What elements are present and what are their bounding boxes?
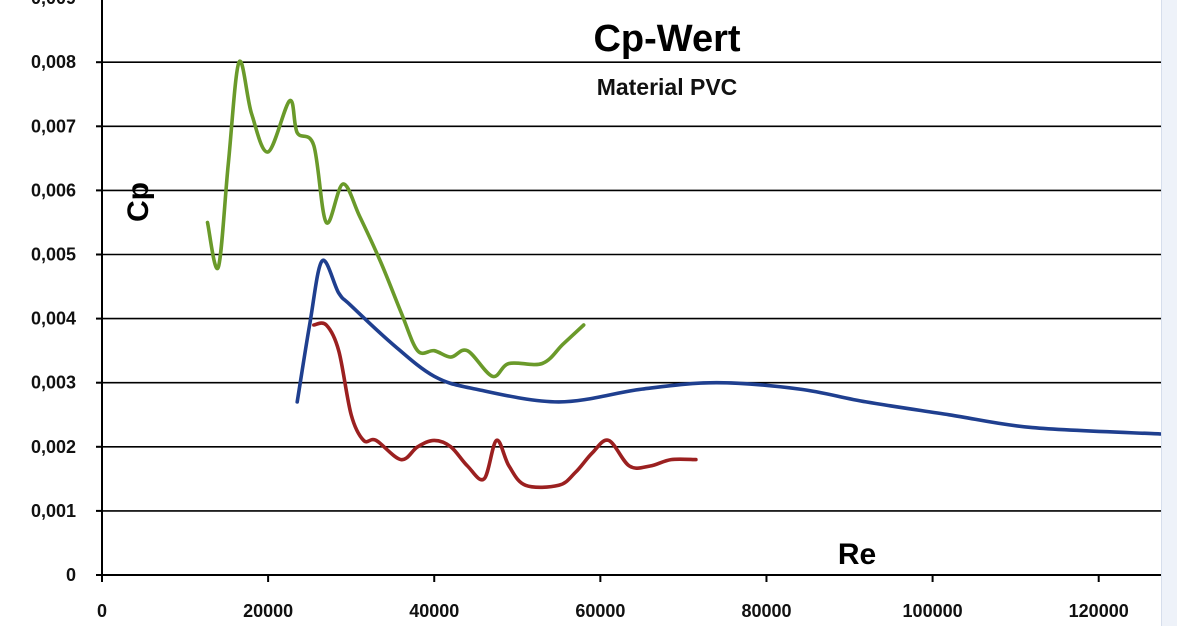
- y-tick-label: 0,001: [31, 501, 76, 521]
- y-tick-label: 0,006: [31, 180, 76, 200]
- x-tick-label: 40000: [409, 601, 459, 621]
- series-line-green: [205, 59, 586, 379]
- x-tick-label: 60000: [575, 601, 625, 621]
- y-tick-label: 0,002: [31, 437, 76, 457]
- x-tick-label: 100000: [903, 601, 963, 621]
- x-tick-label: 20000: [243, 601, 293, 621]
- tick-labels: 0 0,001 0,002 0,003 0,004 0,005 0,006 0,007 0,00…: [31, 0, 1129, 621]
- y-tick-label: 0,007: [31, 116, 76, 136]
- chart-title: Cp-Wert: [593, 18, 740, 60]
- x-tick-label: 120000: [1069, 601, 1129, 621]
- chart-subtitle: Material PVC: [597, 74, 738, 100]
- y-tick-label: 0,008: [31, 52, 76, 72]
- x-tick-label: 80000: [741, 601, 791, 621]
- y-axis-title: Cp: [122, 182, 155, 222]
- y-tick-label: 0,005: [31, 245, 76, 265]
- y-tick-label: 0,004: [31, 309, 76, 329]
- x-tick-label: 0: [97, 601, 107, 621]
- series-line-blue: [295, 258, 1163, 436]
- y-tick-label: 0,009: [31, 0, 76, 8]
- series-lines: [205, 59, 1163, 490]
- x-axis-title: Re: [838, 538, 876, 571]
- axes: [96, 0, 1161, 582]
- series-line-red: [312, 321, 698, 490]
- y-tick-label: 0: [66, 565, 76, 585]
- y-tick-label: 0,003: [31, 373, 76, 393]
- scrollbar-track[interactable]: [1161, 0, 1177, 626]
